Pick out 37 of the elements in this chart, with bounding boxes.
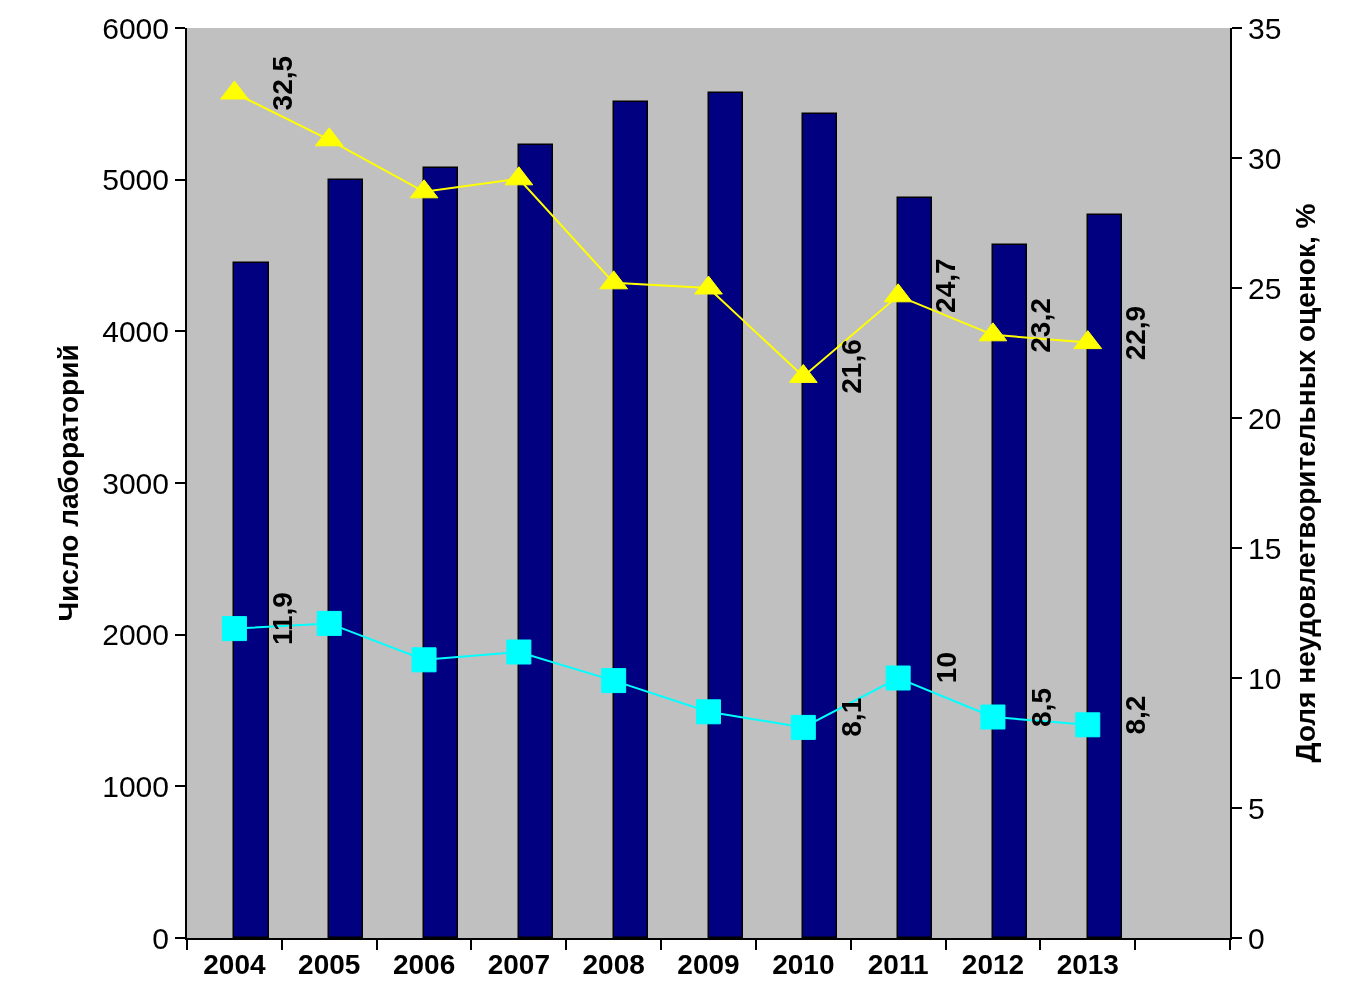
- x-tick-label: 2008: [582, 948, 645, 980]
- data-label: 10: [931, 651, 963, 684]
- y-tick-label: 2000: [102, 618, 169, 652]
- x-tick-label: 2006: [392, 948, 456, 980]
- y-tick-label: 3000: [102, 466, 169, 500]
- x-tick-label: 2010: [772, 948, 835, 980]
- y2-tick-label: 0: [1248, 921, 1265, 955]
- data-label: 21,6: [835, 339, 867, 394]
- x-tick-label: 2013: [1056, 948, 1119, 980]
- data-label: 22,9: [1120, 305, 1152, 361]
- y-tick-label: 5000: [102, 163, 169, 197]
- data-label: 8,5: [1025, 688, 1057, 727]
- x-tick-label: 2012: [961, 948, 1025, 980]
- data-label: 8,1: [835, 697, 867, 737]
- y2-tick-label: 25: [1248, 271, 1282, 305]
- x-tick-label: 2004: [203, 948, 266, 980]
- y2-tick-label: 35: [1248, 11, 1282, 45]
- data-label: 32,5: [267, 55, 299, 111]
- y2-tick-label: 5: [1248, 791, 1265, 825]
- y2-tick-label: 20: [1248, 401, 1282, 435]
- data-label: 11,9: [266, 592, 298, 646]
- y-axis-title: Число лабораторий: [53, 344, 85, 622]
- y-tick-label: 4000: [102, 314, 169, 348]
- y-tick-label: 1000: [102, 769, 169, 803]
- y-tick-label: 6000: [102, 11, 169, 45]
- y2-tick-label: 10: [1248, 661, 1282, 695]
- y-tick-label: 0: [152, 921, 169, 955]
- x-tick-label: 2005: [298, 948, 361, 980]
- data-label: 23,2: [1025, 298, 1057, 353]
- y2-tick-label: 15: [1248, 531, 1282, 565]
- data-label: 24,7: [930, 258, 962, 313]
- y2-tick-label: 30: [1248, 141, 1282, 175]
- y2-axis-title: Доля неудовлетворительных оценок, %: [1289, 203, 1321, 763]
- x-tick-label: 2007: [487, 948, 551, 980]
- data-label: 8,2: [1119, 695, 1151, 735]
- x-tick-label: 2009: [677, 948, 740, 980]
- x-tick-label: 2011: [867, 948, 929, 980]
